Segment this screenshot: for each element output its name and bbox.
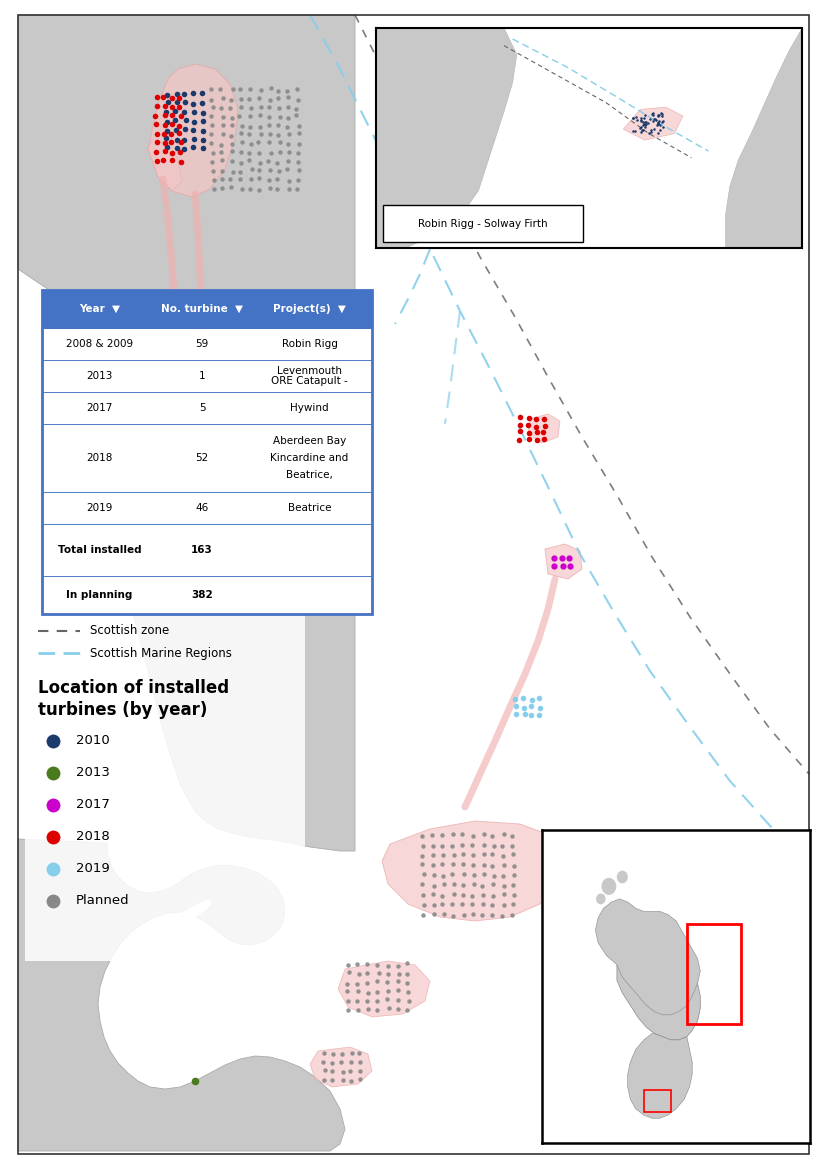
Polygon shape bbox=[528, 414, 560, 443]
FancyBboxPatch shape bbox=[42, 492, 372, 524]
Polygon shape bbox=[545, 544, 582, 579]
Text: Scottish zone: Scottish zone bbox=[90, 624, 170, 637]
Text: Kincardine and: Kincardine and bbox=[270, 454, 349, 463]
FancyBboxPatch shape bbox=[42, 576, 372, 614]
FancyBboxPatch shape bbox=[42, 360, 372, 392]
Text: 5: 5 bbox=[198, 403, 205, 413]
Text: No. turbine  ▼: No. turbine ▼ bbox=[161, 304, 243, 314]
Text: 2010: 2010 bbox=[76, 734, 110, 747]
Text: 2013: 2013 bbox=[86, 371, 112, 381]
Text: 2017: 2017 bbox=[76, 798, 110, 811]
Polygon shape bbox=[18, 839, 345, 1151]
Text: Total installed: Total installed bbox=[58, 545, 141, 555]
Text: Aberdeen Bay: Aberdeen Bay bbox=[273, 436, 347, 447]
Text: Robin Rigg - Solway Firth: Robin Rigg - Solway Firth bbox=[418, 219, 547, 229]
Circle shape bbox=[597, 894, 605, 904]
Text: 2019: 2019 bbox=[76, 863, 110, 876]
Text: Hywind: Hywind bbox=[290, 403, 329, 413]
FancyBboxPatch shape bbox=[42, 328, 372, 360]
Text: Year  ▼: Year ▼ bbox=[79, 304, 120, 314]
Polygon shape bbox=[170, 899, 212, 929]
Text: 2018: 2018 bbox=[86, 454, 112, 463]
Polygon shape bbox=[308, 449, 355, 473]
Text: 52: 52 bbox=[195, 454, 208, 463]
Text: Project(s)  ▼: Project(s) ▼ bbox=[273, 304, 346, 314]
Text: Levenmouth: Levenmouth bbox=[277, 366, 342, 375]
Text: In planning: In planning bbox=[66, 590, 132, 600]
Polygon shape bbox=[382, 821, 565, 921]
Text: 163: 163 bbox=[191, 545, 213, 555]
Text: 46: 46 bbox=[195, 503, 208, 513]
FancyBboxPatch shape bbox=[42, 290, 372, 328]
Text: Robin Rigg: Robin Rigg bbox=[281, 339, 337, 350]
Text: Beatrice,: Beatrice, bbox=[286, 470, 333, 480]
Circle shape bbox=[602, 879, 615, 894]
Text: Beatrice: Beatrice bbox=[288, 503, 332, 513]
Text: 2013: 2013 bbox=[76, 767, 110, 780]
Polygon shape bbox=[18, 15, 355, 851]
Text: 2017: 2017 bbox=[86, 403, 112, 413]
Text: Scottish Marine Regions: Scottish Marine Regions bbox=[90, 646, 232, 659]
Text: Location of installed
turbines (by year): Location of installed turbines (by year) bbox=[38, 679, 229, 719]
FancyBboxPatch shape bbox=[383, 205, 583, 242]
Polygon shape bbox=[725, 28, 802, 248]
Text: 2018: 2018 bbox=[76, 830, 110, 844]
Text: 2019: 2019 bbox=[86, 503, 112, 513]
Polygon shape bbox=[310, 1047, 372, 1087]
Polygon shape bbox=[376, 28, 517, 248]
FancyBboxPatch shape bbox=[42, 424, 372, 492]
FancyBboxPatch shape bbox=[42, 524, 372, 576]
Text: ORE Catapult -: ORE Catapult - bbox=[271, 376, 348, 386]
Polygon shape bbox=[148, 139, 182, 191]
Text: 1: 1 bbox=[198, 371, 205, 381]
Circle shape bbox=[618, 871, 627, 883]
Polygon shape bbox=[617, 936, 700, 1040]
Polygon shape bbox=[338, 961, 430, 1017]
Text: 382: 382 bbox=[191, 590, 213, 600]
Polygon shape bbox=[624, 108, 683, 140]
FancyBboxPatch shape bbox=[25, 611, 305, 961]
Polygon shape bbox=[80, 339, 100, 357]
Polygon shape bbox=[148, 64, 238, 198]
Polygon shape bbox=[628, 1033, 692, 1119]
FancyBboxPatch shape bbox=[42, 392, 372, 424]
Text: Planned: Planned bbox=[76, 894, 130, 907]
Text: 2008 & 2009: 2008 & 2009 bbox=[66, 339, 133, 350]
Polygon shape bbox=[595, 899, 700, 1015]
Text: 59: 59 bbox=[195, 339, 208, 350]
